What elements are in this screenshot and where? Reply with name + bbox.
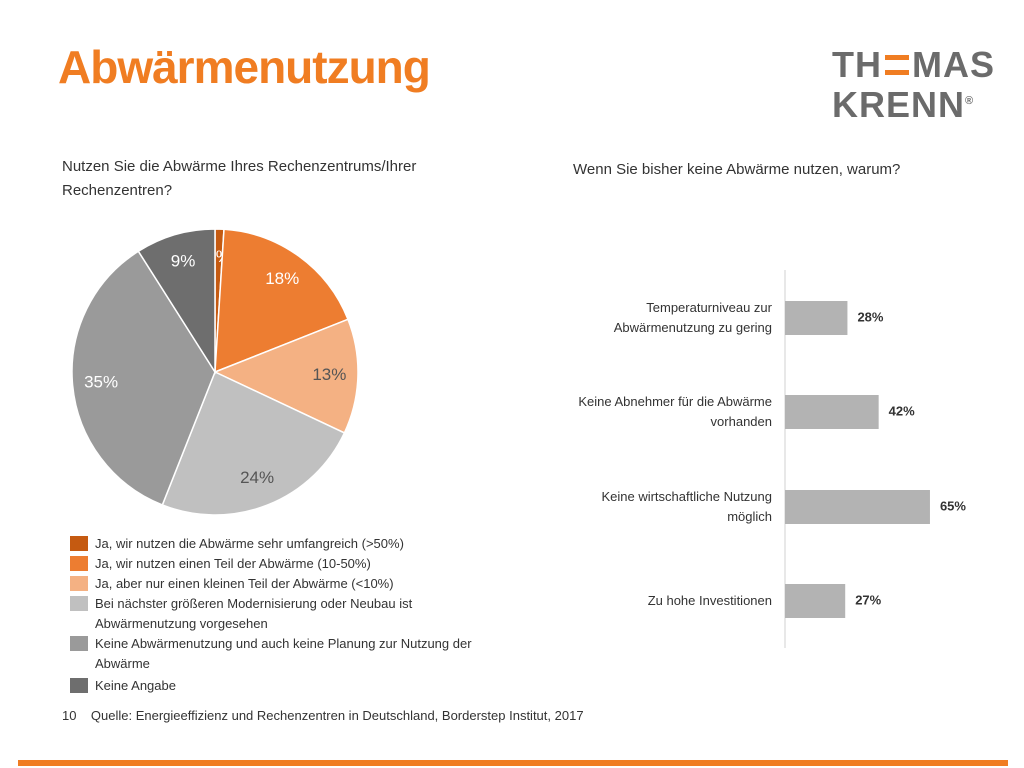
pie-slice bbox=[161, 370, 346, 516]
logo-text: TH bbox=[832, 44, 882, 85]
legend-label: Ja, wir nutzen die Abwärme sehr umfangre… bbox=[95, 536, 404, 551]
bar bbox=[785, 395, 879, 429]
legend-label: Bei nächster größeren Modernisierung ode… bbox=[95, 596, 413, 631]
data-label: 65% bbox=[940, 498, 966, 513]
data-label: 42% bbox=[889, 403, 915, 418]
slide-title: Abwärmenutzung bbox=[58, 41, 431, 93]
page-number: 10 bbox=[62, 708, 77, 723]
footer-bar bbox=[18, 760, 1008, 766]
bar bbox=[785, 301, 848, 335]
source: Quelle: Energieeffizienz und Rechenzentr… bbox=[90, 708, 584, 723]
pie-title: Nutzen Sie die Abwärme Ihres Rechenzentr… bbox=[62, 158, 417, 199]
category-label: Keine Abnehmer für die Abwärme vorhanden bbox=[578, 394, 772, 429]
data-label: 13% bbox=[312, 365, 346, 384]
legend-label: Keine Angabe bbox=[95, 678, 176, 693]
pie-slice bbox=[214, 228, 349, 374]
legend-item: Ja, wir nutzen die Abwärme sehr umfangre… bbox=[70, 534, 510, 554]
logo-text: MAS bbox=[912, 44, 995, 85]
legend-item: Keine Angabe bbox=[70, 676, 510, 696]
legend-swatch bbox=[70, 536, 88, 551]
category-label: Temperaturniveau zur Abwärmenutzung zu g… bbox=[613, 300, 772, 335]
legend-item: Keine Abwärmenutzung und auch keine Plan… bbox=[70, 634, 510, 674]
legend-item: Ja, aber nur einen kleinen Teil der Abwä… bbox=[70, 574, 510, 594]
category-label: Keine wirtschaftliche Nutzung möglich bbox=[601, 489, 772, 524]
bar-title: Wenn Sie bisher keine Abwärme nutzen, wa… bbox=[573, 161, 901, 178]
legend-swatch bbox=[70, 678, 88, 693]
data-label: 9% bbox=[171, 252, 196, 271]
data-label: 18% bbox=[265, 269, 299, 288]
data-label: 35% bbox=[84, 372, 118, 391]
legend-swatch bbox=[70, 636, 88, 651]
legend-swatch bbox=[70, 576, 88, 591]
legend-swatch bbox=[70, 556, 88, 571]
footer: 10 Quelle: Energieeffizienz und Rechenze… bbox=[62, 708, 584, 723]
pie-slice bbox=[71, 250, 216, 506]
data-label: 27% bbox=[855, 592, 881, 607]
pie-slice bbox=[137, 228, 216, 375]
legend-item: Ja, wir nutzen einen Teil der Abwärme (1… bbox=[70, 554, 510, 574]
legend-item: Bei nächster größeren Modernisierung ode… bbox=[70, 594, 510, 634]
category-label: Zu hohe Investitionen bbox=[647, 593, 772, 608]
legend-label: Ja, aber nur einen kleinen Teil der Abwä… bbox=[95, 576, 394, 591]
logo-mark: ® bbox=[965, 95, 975, 107]
legend-swatch bbox=[70, 596, 88, 611]
data-label: 24% bbox=[240, 468, 274, 487]
legend-label: Ja, wir nutzen einen Teil der Abwärme (1… bbox=[95, 556, 371, 571]
logo: TH MAS KRENN® bbox=[832, 44, 995, 125]
logo-text: KRENN bbox=[832, 84, 966, 125]
bar bbox=[785, 490, 930, 524]
pie-slice bbox=[213, 318, 359, 434]
bar bbox=[785, 584, 846, 618]
legend-label: Keine Abwärmenutzung und auch keine Plan… bbox=[95, 636, 472, 671]
data-label: 28% bbox=[857, 309, 883, 324]
